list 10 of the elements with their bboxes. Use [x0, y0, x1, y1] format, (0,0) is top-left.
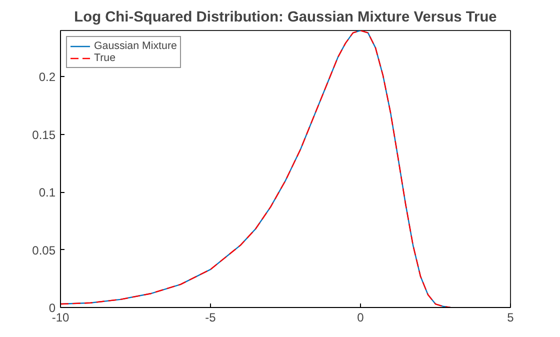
y-tick-label: 0.15 [32, 128, 56, 142]
x-tick-label: -5 [205, 310, 216, 324]
y-tick-label: 0.05 [32, 243, 56, 258]
chart-title: Log Chi-Squared Distribution: Gaussian Mixture Versus True [74, 10, 497, 26]
y-tick-label: 0.1 [38, 186, 56, 200]
x-tick-label: 5 [507, 310, 514, 324]
x-tick-label: 0 [357, 310, 364, 324]
y-tick-label: 0.2 [38, 70, 56, 84]
legend-label: True [94, 52, 116, 64]
legend-label: Gaussian Mixture [94, 40, 177, 52]
